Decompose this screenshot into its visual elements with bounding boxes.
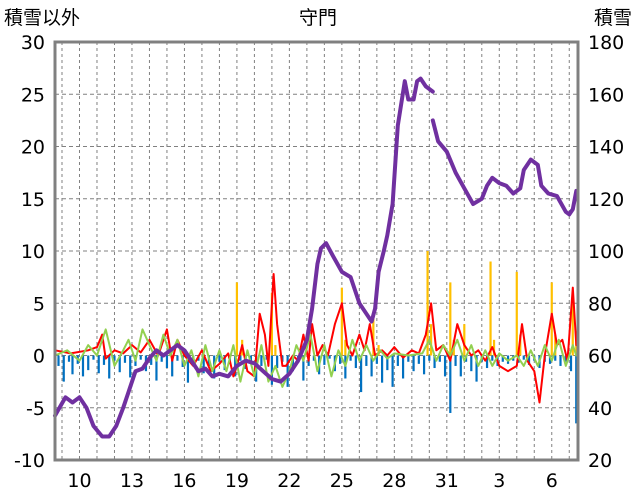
chart-title: 守門 xyxy=(299,7,337,29)
x-axis-ticks: 10 13 16 19 22 25 28 31 3 6 xyxy=(67,470,557,492)
x-tick-label: 31 xyxy=(435,470,459,492)
left-tick-label: 15 xyxy=(21,189,45,211)
plot-frame xyxy=(53,40,580,462)
right-axis-ticks: 180 160 140 120 100 80 60 40 20 xyxy=(588,32,624,472)
right-tick-label: 120 xyxy=(588,189,624,211)
right-tick-label: 160 xyxy=(588,84,624,106)
right-tick-label: 20 xyxy=(588,450,612,472)
right-tick-label: 140 xyxy=(588,137,624,159)
x-tick-label: 16 xyxy=(172,470,196,492)
left-axis-label: 積雪以外 xyxy=(4,7,80,29)
left-tick-label: 25 xyxy=(21,84,45,106)
left-tick-label: 0 xyxy=(33,346,45,368)
left-tick-label: -10 xyxy=(14,450,45,472)
x-tick-label: 10 xyxy=(67,470,91,492)
right-tick-label: 40 xyxy=(588,398,612,420)
left-tick-label: 20 xyxy=(21,137,45,159)
right-tick-label: 80 xyxy=(588,293,612,315)
right-tick-label: 60 xyxy=(588,346,612,368)
x-tick-label: 3 xyxy=(493,470,505,492)
left-tick-label: 30 xyxy=(21,32,45,54)
x-tick-label: 22 xyxy=(277,470,301,492)
left-tick-label: 5 xyxy=(33,293,45,315)
right-tick-label: 100 xyxy=(588,241,624,263)
line-series xyxy=(53,76,579,439)
left-tick-label: 10 xyxy=(21,241,45,263)
right-axis-label: 積雪 xyxy=(594,7,632,29)
x-tick-label: 28 xyxy=(382,470,406,492)
snow-depth-line xyxy=(53,76,435,439)
x-tick-label: 6 xyxy=(546,470,558,492)
left-tick-label: -5 xyxy=(26,398,45,420)
x-tick-label: 19 xyxy=(225,470,249,492)
left-axis-ticks: 30 25 20 15 10 5 0 -5 -10 xyxy=(14,32,45,472)
right-tick-label: 180 xyxy=(588,32,624,54)
x-tick-label: 13 xyxy=(120,470,144,492)
snow-depth-after-gap-line xyxy=(430,118,579,217)
grid xyxy=(55,42,578,460)
x-tick-label: 25 xyxy=(330,470,354,492)
